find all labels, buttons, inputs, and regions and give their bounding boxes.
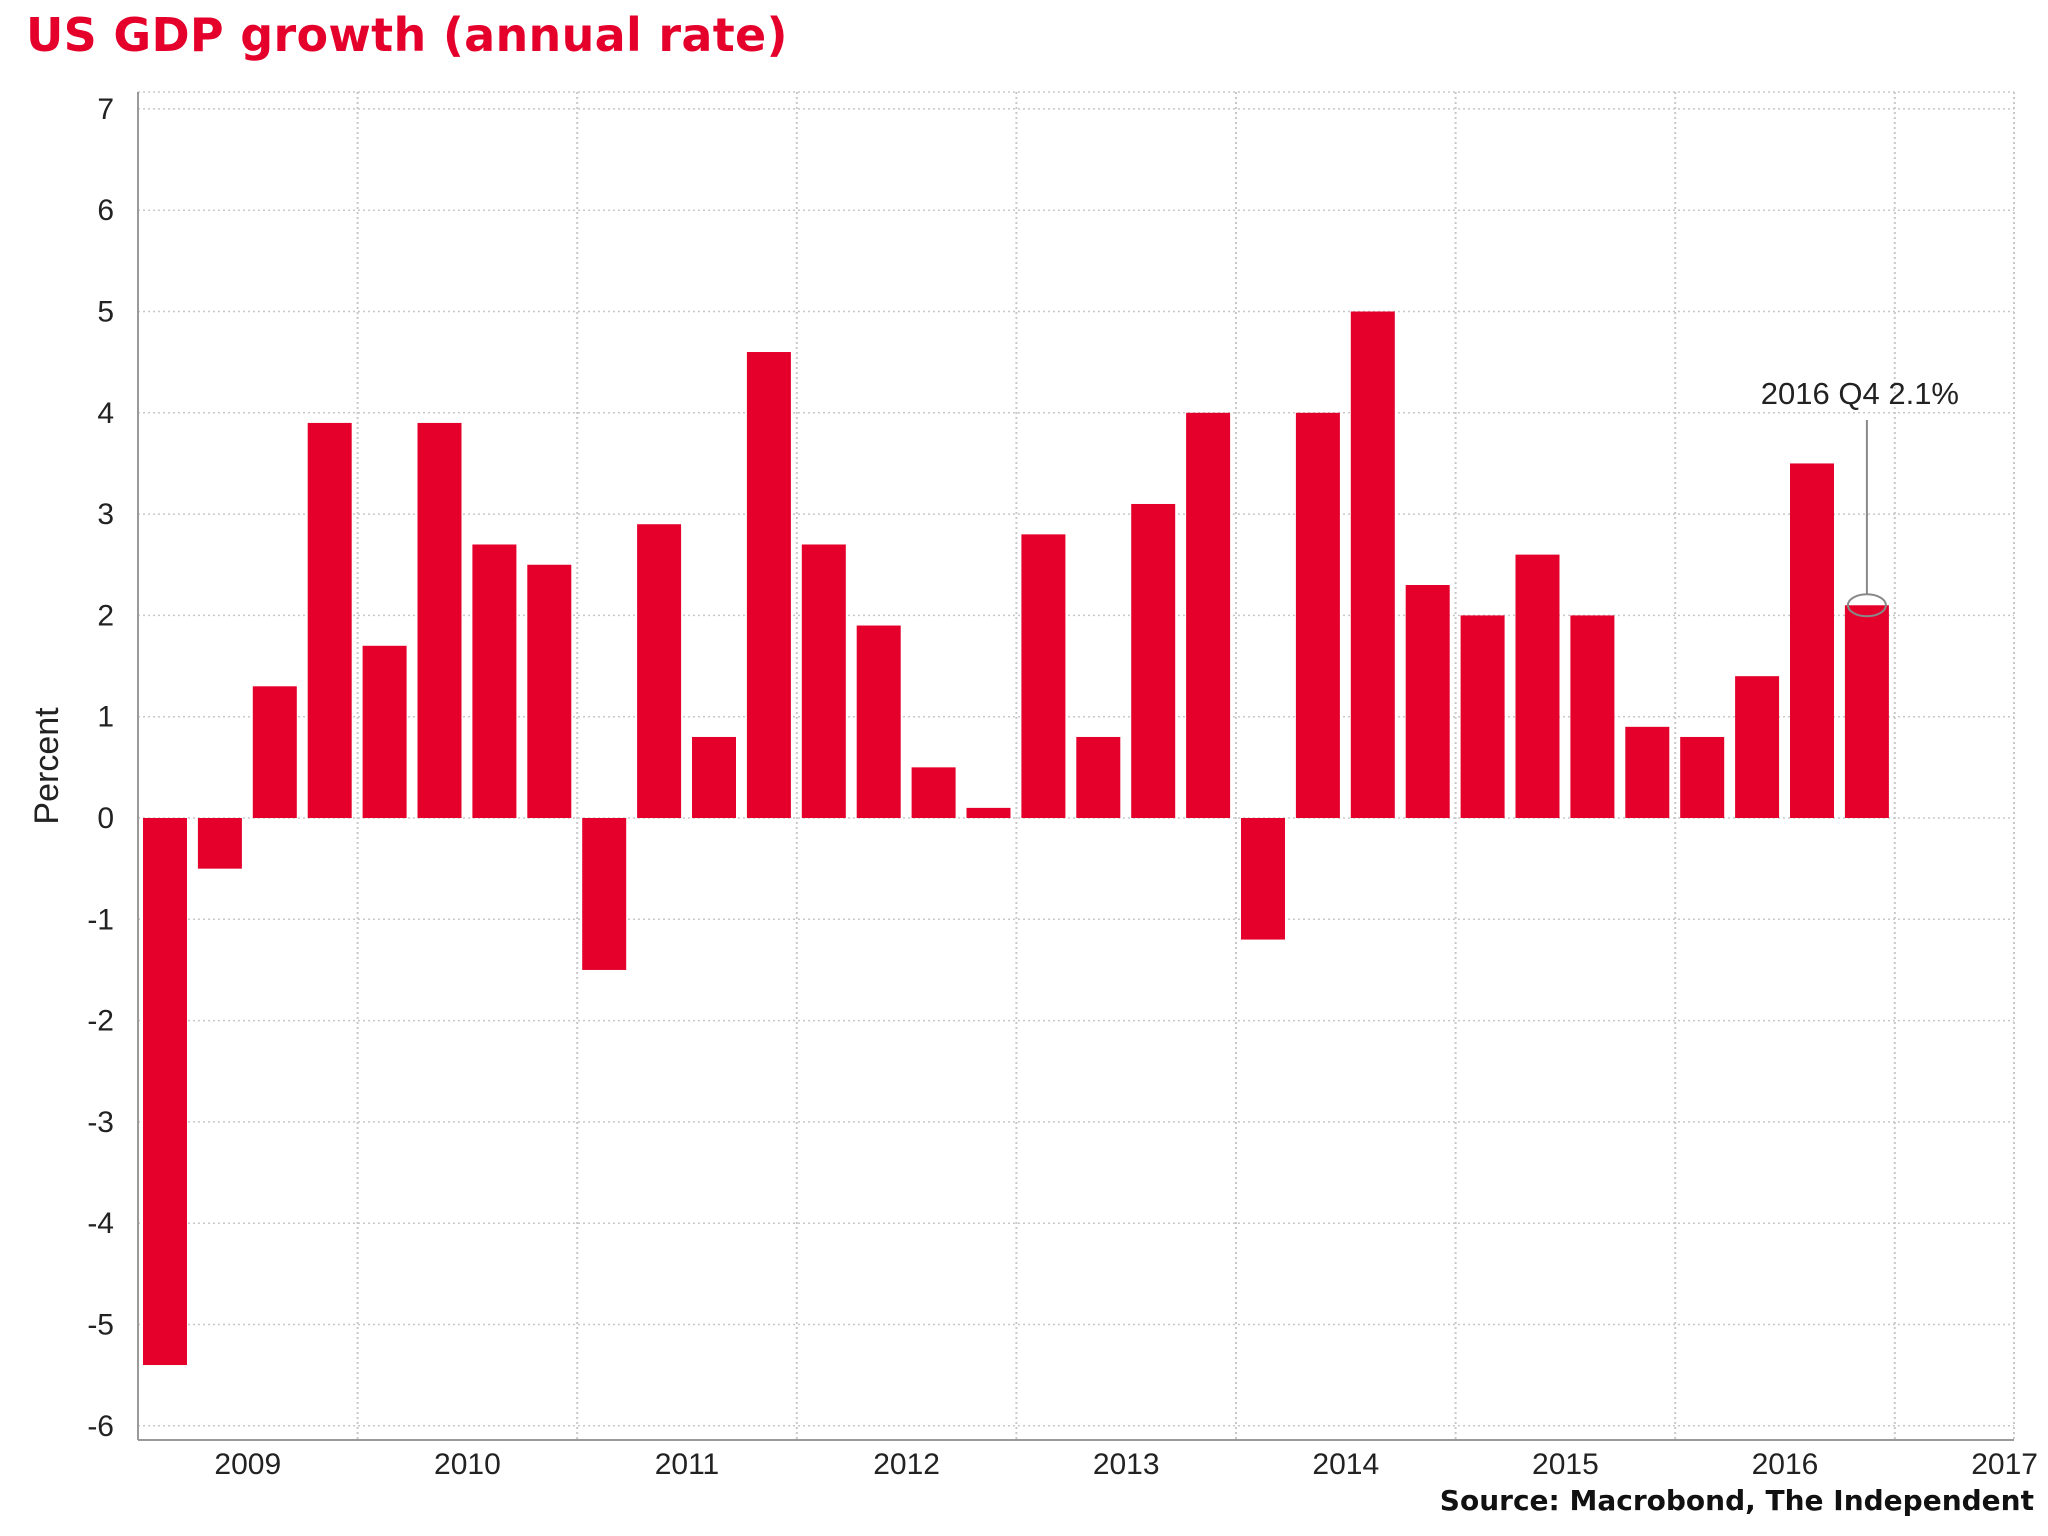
bar: [1460, 615, 1505, 818]
bar: [1295, 412, 1340, 818]
bar: [1844, 605, 1889, 818]
bar: [307, 422, 352, 818]
annotation-layer: 2016 Q4 2.1%: [1761, 376, 1959, 618]
bar: [1570, 615, 1615, 818]
x-tick-label: 2009: [214, 1448, 281, 1481]
bar: [472, 544, 517, 818]
bar: [692, 736, 736, 818]
y-tick-label: 3: [97, 498, 114, 531]
bar: [143, 818, 187, 1366]
y-tick-label: 4: [97, 397, 114, 430]
bar: [527, 564, 572, 818]
y-tick-label: -2: [87, 1005, 114, 1038]
bar: [1625, 726, 1670, 818]
x-tick-label: 2010: [434, 1448, 501, 1481]
annotation-label: 2016 Q4 2.1%: [1761, 376, 1959, 411]
bar: [966, 807, 1011, 818]
y-tick-label: 2: [97, 599, 114, 632]
x-tick-label: 2014: [1312, 1448, 1379, 1481]
bar: [1186, 412, 1231, 818]
bar: [417, 422, 462, 818]
y-tick-label: 1: [97, 701, 114, 734]
bar: [637, 524, 682, 818]
bar: [1131, 503, 1176, 818]
bar: [1790, 463, 1834, 818]
bar: [197, 818, 242, 869]
y-tick-label: 5: [97, 296, 114, 329]
bar: [1735, 676, 1780, 818]
bar: [252, 686, 297, 818]
x-tick-label: 2015: [1532, 1448, 1599, 1481]
bar: [362, 645, 407, 818]
bar: [1350, 311, 1395, 818]
x-tick-label: 2011: [655, 1448, 720, 1481]
x-tick-label: 2012: [873, 1448, 940, 1481]
y-axis-label: Percent: [28, 707, 66, 825]
bar: [1076, 736, 1121, 818]
y-tick-label: 7: [97, 93, 114, 126]
bar: [1241, 818, 1285, 940]
y-tick-label: -4: [87, 1207, 114, 1240]
y-tick-label: 6: [97, 194, 114, 227]
y-tick-label: -5: [87, 1309, 114, 1342]
bars-layer: [143, 311, 1889, 1366]
bar: [746, 352, 791, 818]
chart-title: US GDP growth (annual rate): [26, 8, 788, 62]
y-tick-label: -1: [87, 903, 114, 936]
bar: [911, 767, 956, 818]
y-tick-label: -6: [87, 1410, 114, 1443]
source-note: Source: Macrobond, The Independent: [1439, 1484, 2034, 1517]
axis-layer: -6 -5 -4 -3 -2 -1 0 1 2 3 4 5 6 7 2009 2010 2011 2012 2013…: [87, 92, 2038, 1481]
y-tick-label: 0: [97, 802, 114, 835]
bar: [1680, 736, 1725, 818]
x-tick-label: 2016: [1752, 1448, 1819, 1481]
x-tick-label: 2017: [1971, 1448, 2038, 1481]
bar: [1021, 534, 1066, 818]
x-tick-label: 2013: [1093, 1448, 1160, 1481]
y-tick-label: -3: [87, 1106, 114, 1139]
bar: [1405, 585, 1450, 818]
bar: [1515, 554, 1560, 818]
bar: [856, 625, 901, 818]
bar: [801, 544, 846, 818]
bar: [582, 818, 627, 970]
